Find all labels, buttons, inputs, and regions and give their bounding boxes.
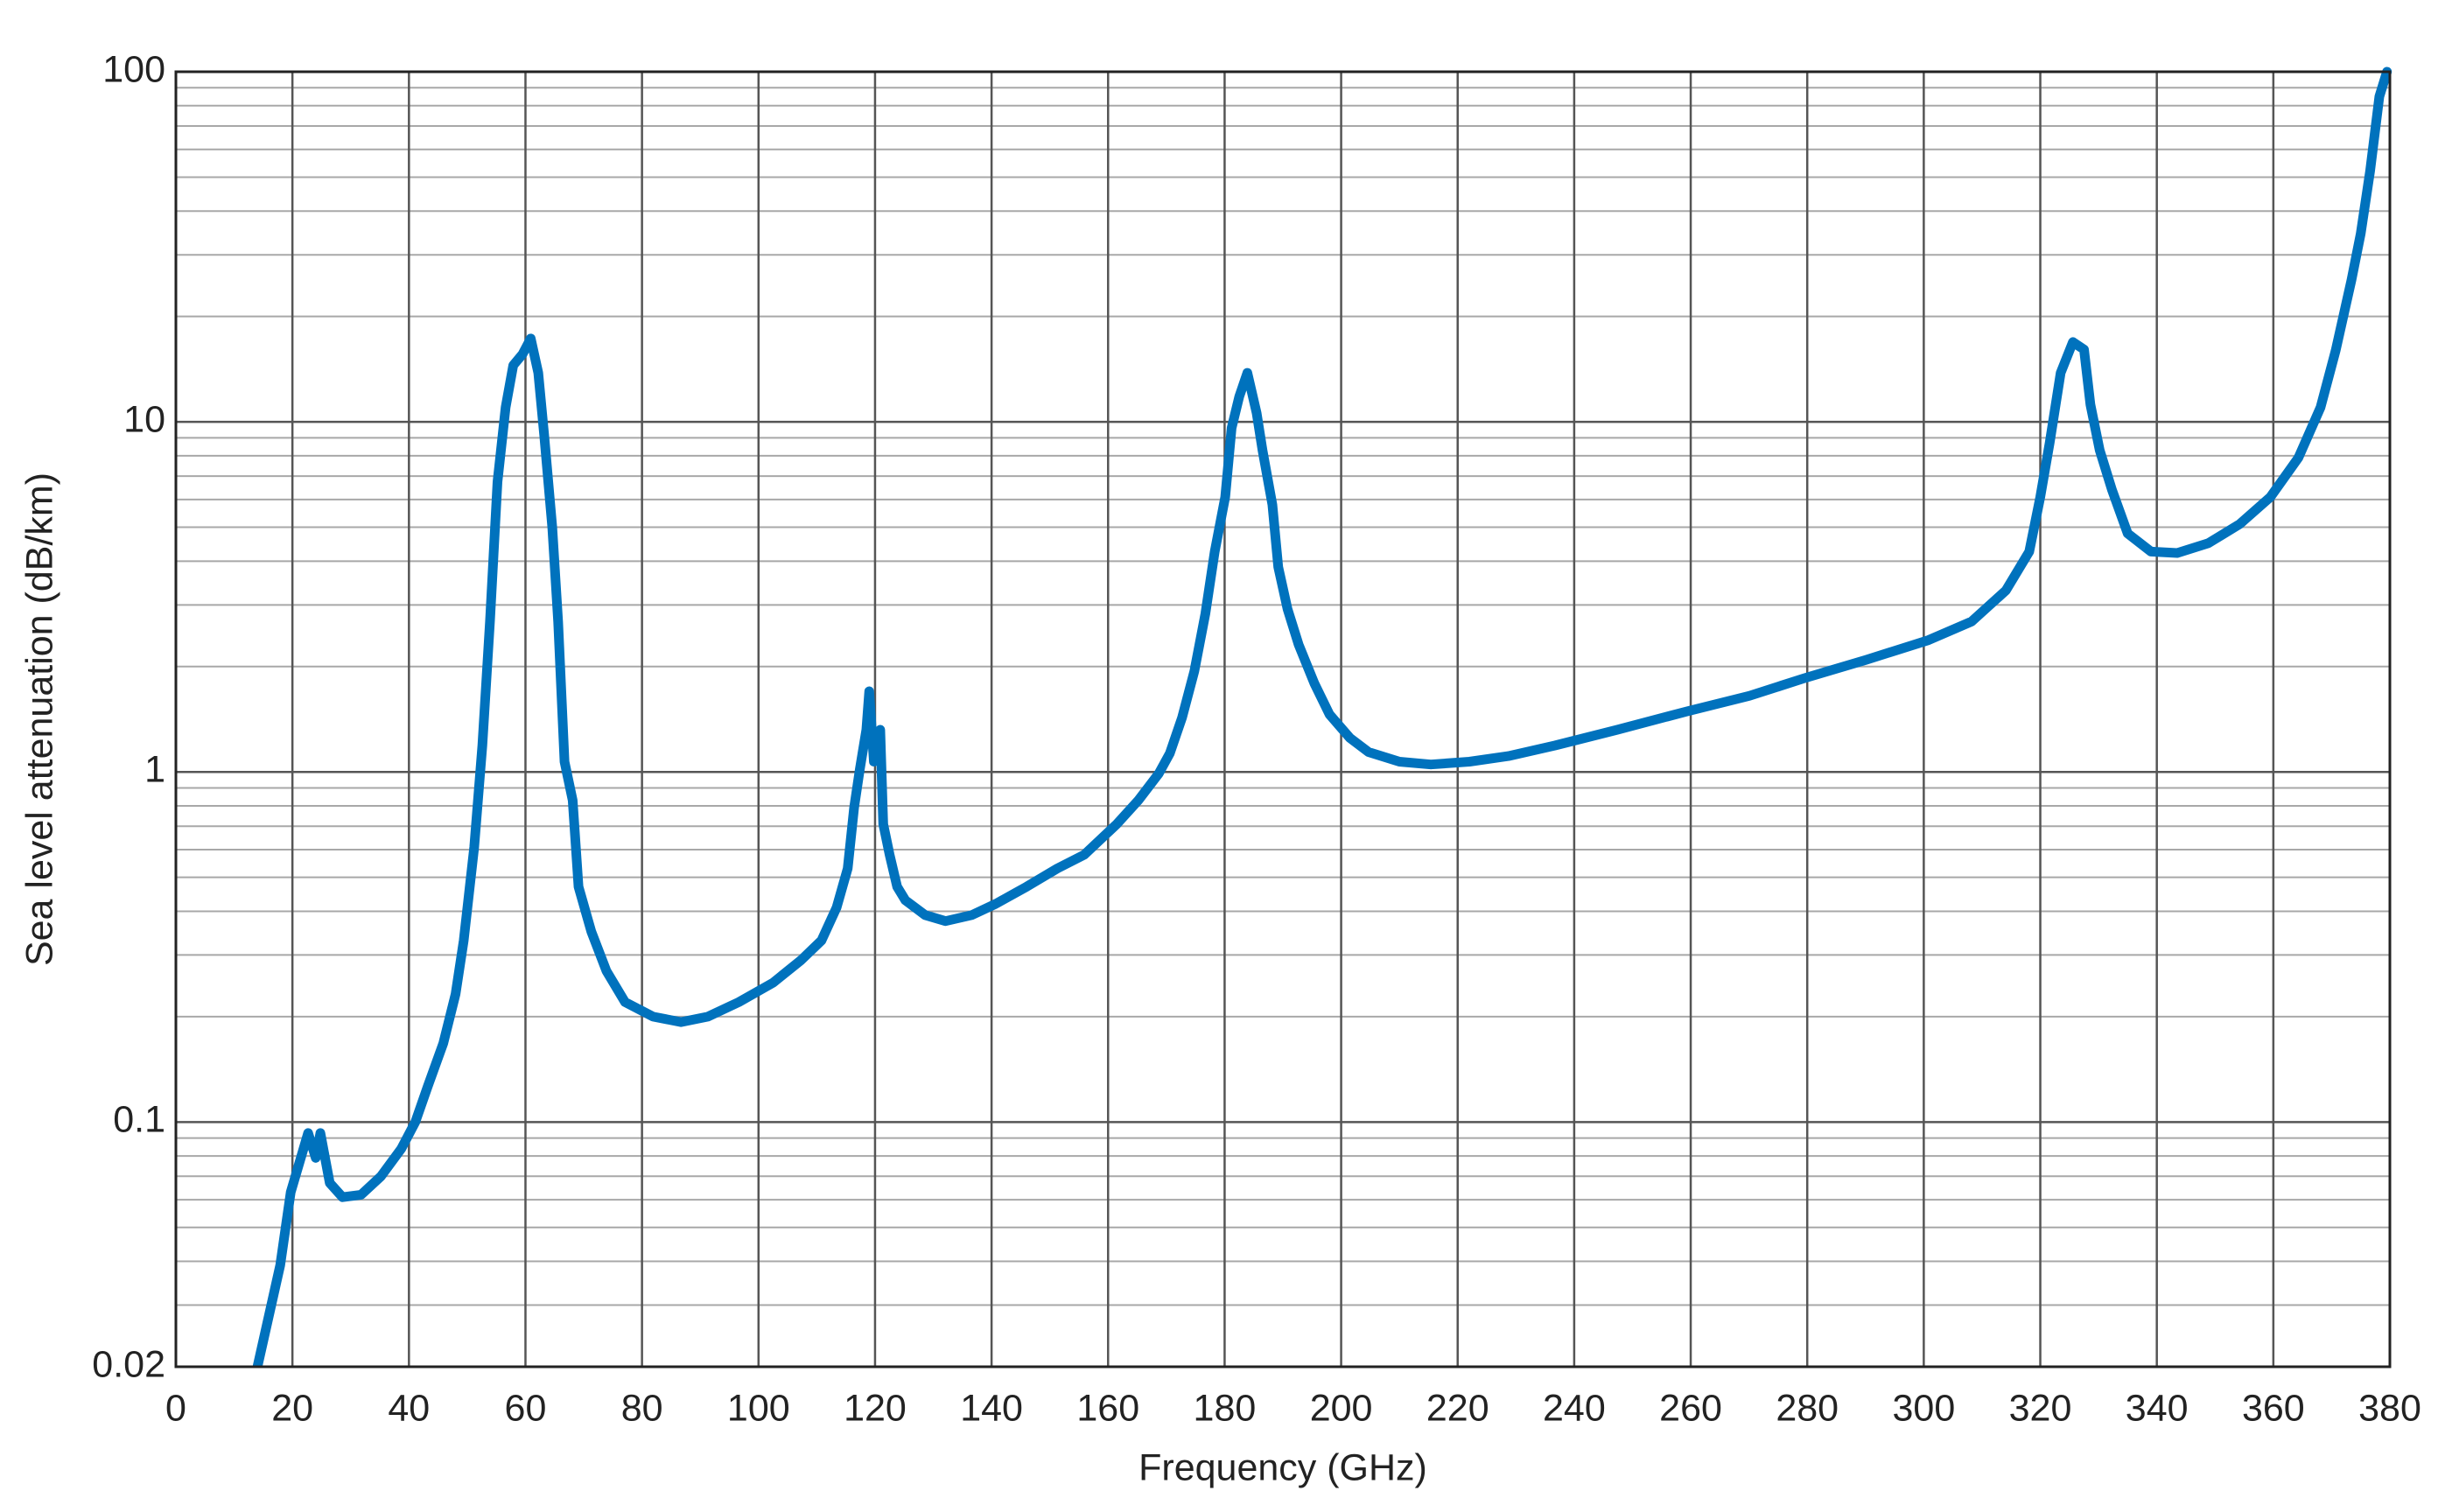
y-tick-label: 100 (102, 48, 165, 90)
plot-frame (174, 70, 2392, 1368)
data-line (252, 66, 2392, 1367)
x-tick-label: 220 (1426, 1387, 1489, 1429)
x-tick-label: 260 (1659, 1387, 1722, 1429)
x-tick-label: 200 (1310, 1387, 1373, 1429)
x-tick-label: 300 (1892, 1387, 1955, 1429)
x-tick-label: 60 (505, 1387, 547, 1429)
x-tick-label: 320 (2009, 1387, 2072, 1429)
x-tick-label: 140 (960, 1387, 1023, 1429)
x-tick-label: 280 (1776, 1387, 1839, 1429)
x-tick-label: 80 (621, 1387, 663, 1429)
y-axis-label: Sea level attenuation (dB/km) (18, 472, 60, 966)
y-tick-label: 10 (123, 398, 165, 440)
y-tick-label: 0.02 (92, 1343, 165, 1385)
x-tick-label: 360 (2242, 1387, 2305, 1429)
x-axis-label: Frequency (GHz) (1138, 1446, 1427, 1488)
x-tick-label: 240 (1543, 1387, 1606, 1429)
x-tick-label: 0 (165, 1387, 186, 1429)
x-tick-label: 40 (388, 1387, 430, 1429)
x-tick-label: 340 (2126, 1387, 2189, 1429)
x-tick-label: 160 (1076, 1387, 1139, 1429)
x-tick-label: 180 (1194, 1387, 1257, 1429)
y-tick-label: 0.1 (113, 1099, 165, 1141)
y-tick-label: 1 (144, 749, 165, 791)
x-tick-label: 120 (844, 1387, 907, 1429)
x-tick-label: 380 (2358, 1387, 2421, 1429)
plot-area (176, 72, 2390, 1367)
x-tick-label: 20 (271, 1387, 313, 1429)
x-tick-label: 100 (727, 1387, 790, 1429)
